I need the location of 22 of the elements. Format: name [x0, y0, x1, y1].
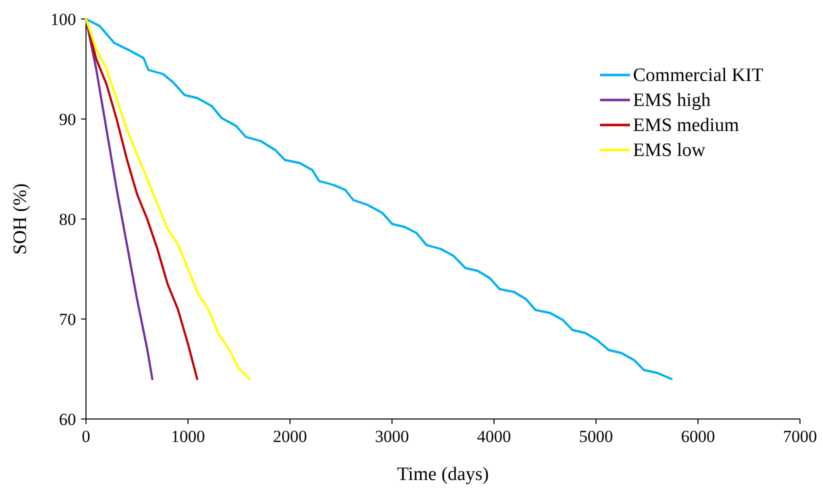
legend-label: EMS high: [633, 90, 712, 111]
line-series: [84, 18, 198, 380]
x-axis-title: Time (days): [397, 464, 489, 485]
x-tick-label: 7000: [783, 427, 817, 446]
y-tick-label: 100: [50, 10, 76, 29]
y-tick-label: 80: [59, 210, 76, 229]
y-axis-title: SOH (%): [10, 183, 31, 255]
x-tick-label: 5000: [579, 427, 613, 446]
y-tick-label: 60: [59, 410, 76, 429]
legend-label: EMS medium: [633, 115, 740, 136]
x-tick-label: 1000: [171, 427, 205, 446]
legend-label: Commercial KIT: [633, 65, 764, 86]
y-tick-label: 70: [59, 310, 76, 329]
x-tick-label: 2000: [273, 427, 307, 446]
x-tick-label: 0: [82, 427, 90, 446]
x-tick-label: 3000: [375, 427, 409, 446]
x-tick-label: 6000: [681, 427, 715, 446]
x-tick-label: 4000: [477, 427, 511, 446]
line-series: [84, 18, 251, 380]
y-tick-label: 90: [59, 110, 76, 129]
line-series: [84, 18, 154, 380]
legend-label: EMS low: [633, 140, 706, 161]
